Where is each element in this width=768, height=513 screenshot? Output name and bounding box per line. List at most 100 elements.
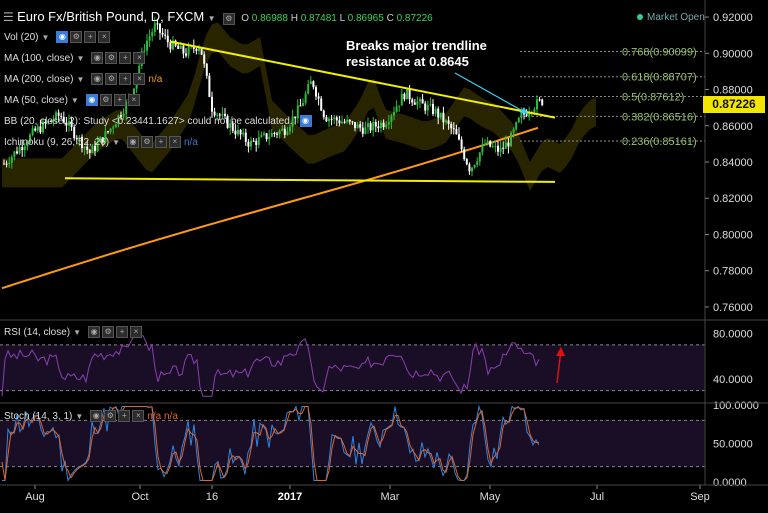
candle-body	[286, 131, 289, 135]
eye-icon[interactable]: ◉	[91, 73, 104, 85]
candle-body	[377, 126, 380, 129]
candle-body	[367, 123, 369, 128]
stoch-pane: 100.0000 50.0000 0.0000	[0, 400, 759, 489]
rsi-tick-label: 40.0000	[713, 374, 753, 386]
settings-icon[interactable]: ⚙	[222, 13, 235, 25]
close-value: 0.87226	[396, 13, 433, 24]
rsi-line	[1, 335, 540, 397]
candle-body	[156, 23, 159, 25]
candle-body	[315, 87, 317, 97]
symbol-title[interactable]: Euro Fx/British Pound, D, FXCM	[17, 9, 205, 24]
open-label: O	[241, 13, 249, 24]
candle-body	[489, 140, 492, 147]
close-icon[interactable]: ×	[127, 94, 140, 106]
candle-body	[65, 122, 68, 126]
plus-icon[interactable]: +	[119, 52, 132, 64]
eye-icon[interactable]: ◉	[91, 52, 104, 64]
candle-body	[52, 120, 55, 122]
settings-icon[interactable]: ⚙	[140, 136, 153, 148]
close-icon[interactable]: ×	[168, 136, 181, 148]
candle-body	[468, 164, 471, 172]
settings-icon[interactable]: ⚙	[104, 410, 117, 422]
candle-body	[302, 102, 304, 106]
plus-icon[interactable]: +	[84, 31, 97, 43]
plus-icon[interactable]: +	[116, 326, 129, 338]
candle-body	[81, 136, 83, 149]
candle-body	[224, 113, 226, 116]
candle-body	[296, 105, 299, 119]
eye-icon[interactable]: ◉	[90, 410, 103, 422]
indicator-ma200[interactable]: MA (200, close) ▼ ◉ ⚙ + × n/a	[4, 73, 162, 85]
high-value: 0.87481	[300, 13, 337, 24]
candle-body	[185, 53, 187, 56]
indicator-ma100[interactable]: MA (100, close) ▼ ◉ ⚙ + ×	[4, 52, 146, 64]
candle-body	[3, 163, 5, 165]
candle-body	[34, 128, 37, 131]
chevron-down-icon[interactable]: ▼	[76, 74, 85, 84]
indicator-ma50[interactable]: MA (50, close) ▼ ◉ ⚙ + ×	[4, 94, 140, 106]
candle-body	[153, 23, 156, 33]
candle-body	[382, 122, 385, 128]
candle-body	[533, 109, 536, 113]
indicator-ichimoku[interactable]: Ichimoku (9, 26, 52, 26) ▼ ◉ ⚙ + × n/a	[4, 136, 198, 148]
candle-body	[31, 128, 34, 135]
candle-body	[109, 128, 112, 132]
chevron-down-icon[interactable]: ▼	[75, 411, 84, 421]
candle-body	[359, 124, 362, 128]
candle-body	[239, 129, 242, 135]
settings-icon[interactable]: ⚙	[105, 52, 118, 64]
plus-icon[interactable]: +	[113, 94, 126, 106]
settings-icon[interactable]: ⚙	[99, 94, 112, 106]
plus-icon[interactable]: +	[154, 136, 167, 148]
chevron-down-icon[interactable]: ▼	[207, 14, 216, 23]
candle-body	[486, 140, 489, 144]
chevron-down-icon[interactable]: ▼	[70, 95, 79, 105]
candle-body	[507, 142, 510, 147]
close-icon[interactable]: ×	[132, 410, 145, 422]
chevron-down-icon[interactable]: ▼	[76, 53, 85, 63]
candle-body	[406, 89, 408, 100]
candle-body	[166, 35, 169, 43]
candle-body	[393, 111, 395, 116]
close-icon[interactable]: ×	[130, 326, 143, 338]
candle-body	[203, 54, 206, 64]
close-icon[interactable]: ×	[133, 52, 146, 64]
settings-icon[interactable]: ⚙	[105, 73, 118, 85]
candle-body	[447, 120, 450, 124]
eye-icon[interactable]: ◉	[88, 326, 101, 338]
candle-body	[354, 122, 356, 129]
x-tick-label: Aug	[25, 491, 45, 503]
eye-icon[interactable]: ◉	[299, 115, 312, 127]
indicator-bb[interactable]: BB (20, close, 2): Study <0.23441.1627> …	[4, 115, 312, 127]
candle-body	[216, 114, 219, 116]
low-value: 0.86965	[347, 13, 384, 24]
x-tick-label: Jul	[590, 491, 604, 503]
plus-icon[interactable]: +	[119, 73, 132, 85]
rsi-header[interactable]: RSI (14, close) ▼ ◉ ⚙ + ×	[4, 326, 143, 338]
candle-body	[75, 138, 78, 140]
candle-body	[528, 112, 531, 116]
menu-icon[interactable]: ☰	[3, 10, 14, 24]
chevron-down-icon[interactable]: ▼	[73, 327, 82, 337]
indicator-vol[interactable]: Vol (20) ▼ ◉ ⚙ + ×	[4, 31, 111, 43]
eye-icon[interactable]: ◉	[85, 94, 98, 106]
fib-level-label: 0.5(0.87612)	[622, 92, 684, 104]
stoch-header[interactable]: Stoch (14, 3, 1) ▼ ◉ ⚙ + × n/a n/a	[4, 410, 178, 422]
candle-body	[237, 129, 239, 135]
candle-body	[255, 141, 258, 145]
candle-body	[182, 45, 185, 54]
x-tick-label: 2017	[278, 491, 302, 503]
settings-icon[interactable]: ⚙	[102, 326, 115, 338]
indicator-ichimoku-value: n/a	[183, 136, 198, 148]
eye-icon[interactable]: ◉	[56, 31, 69, 43]
close-icon[interactable]: ×	[98, 31, 111, 43]
settings-icon[interactable]: ⚙	[70, 31, 83, 43]
eye-icon[interactable]: ◉	[126, 136, 139, 148]
close-icon[interactable]: ×	[133, 73, 146, 85]
chevron-down-icon[interactable]: ▼	[41, 32, 50, 42]
chevron-down-icon[interactable]: ▼	[112, 137, 120, 147]
candle-body	[356, 124, 359, 129]
fib-level-label: 0.382(0.86516)	[622, 111, 697, 123]
candle-body	[49, 120, 52, 122]
plus-icon[interactable]: +	[118, 410, 131, 422]
